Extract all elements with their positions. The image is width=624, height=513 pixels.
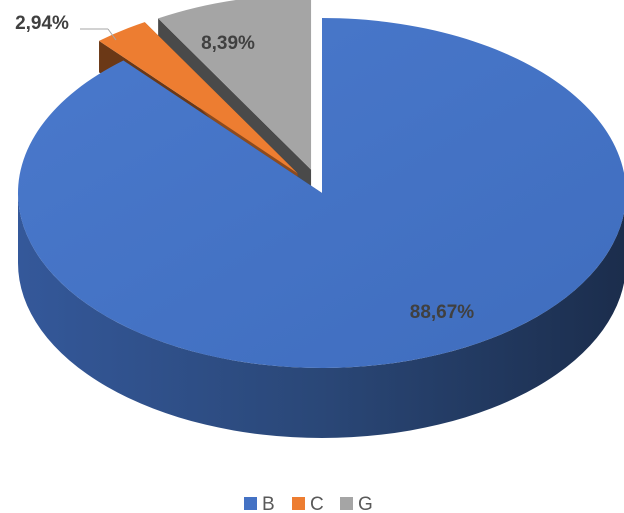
data-labels: 88,67% 2,94% 8,39% xyxy=(15,13,474,323)
legend-swatch-b xyxy=(244,497,257,510)
legend-label-g: G xyxy=(358,494,373,513)
leader-line-c-2 xyxy=(107,28,117,41)
slice-b xyxy=(18,18,624,368)
legend: B C G xyxy=(244,494,373,513)
legend-swatch-c xyxy=(292,497,305,510)
slice-front-b-0 xyxy=(18,193,624,438)
legend-swatch-g xyxy=(340,497,353,510)
legend-label-c: C xyxy=(310,494,324,513)
data-label-c: 2,94% xyxy=(15,13,69,34)
pie-slices xyxy=(18,0,624,438)
data-label-b: 88,67% xyxy=(410,302,475,323)
legend-label-b: B xyxy=(262,494,275,513)
slice-g xyxy=(158,0,312,170)
slice-c xyxy=(99,22,298,174)
data-label-g: 8,39% xyxy=(201,33,255,54)
